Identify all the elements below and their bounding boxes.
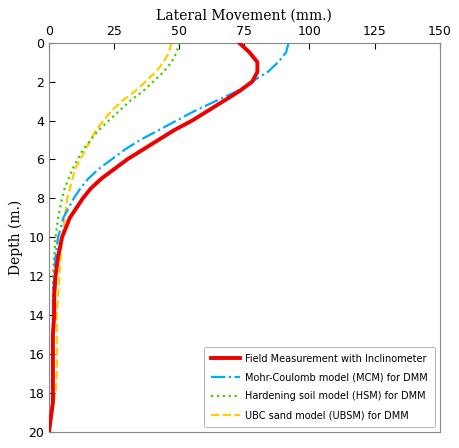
X-axis label: Lateral Movement (mm.): Lateral Movement (mm.)	[156, 9, 331, 22]
Legend: Field Measurement with Inclinometer, Mohr-Coulomb model (MCM) for DMM, Hardening: Field Measurement with Inclinometer, Moh…	[204, 347, 434, 427]
Y-axis label: Depth (m.): Depth (m.)	[8, 199, 22, 275]
